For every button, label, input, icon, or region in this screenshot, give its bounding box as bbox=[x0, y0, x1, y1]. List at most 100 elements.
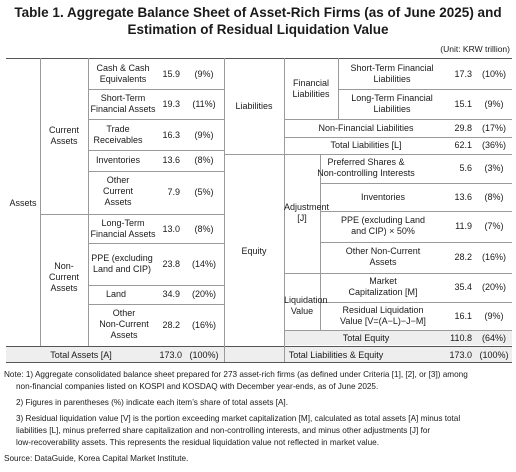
preferred-shares-label: Preferred Shares & Non-controlling Intere… bbox=[317, 157, 415, 178]
adjustment-inventories-label: Inventories bbox=[360, 192, 406, 202]
trade-receivables-share: (9%) bbox=[194, 130, 214, 140]
adjustment-label: Adjustment [J] bbox=[284, 202, 330, 223]
rule bbox=[88, 150, 224, 151]
note-3-line-3: low-recoverability assets. This represen… bbox=[16, 438, 380, 447]
rule bbox=[338, 58, 339, 119]
long-term-financial-assets-value: 13.0 bbox=[162, 224, 180, 234]
long-term-financial-assets-label: Long-Term Financial Assets bbox=[90, 218, 156, 239]
total-liabilities-value: 62.1 bbox=[454, 140, 472, 150]
market-cap-label: Market Capitalization [M] bbox=[348, 276, 418, 297]
residual-liquidation-value-share: (9%) bbox=[484, 311, 504, 321]
adjustment-ppe-share: (7%) bbox=[484, 221, 504, 231]
rule bbox=[88, 243, 224, 244]
inventories-share: (8%) bbox=[194, 155, 214, 165]
rule bbox=[40, 58, 41, 346]
rule bbox=[320, 302, 512, 303]
market-cap-share: (20%) bbox=[481, 282, 506, 292]
cash-equivalents-label: Cash & Cash Equivalents bbox=[96, 63, 150, 84]
cash-equivalents-value: 15.9 bbox=[162, 69, 180, 79]
land-value: 34.9 bbox=[162, 289, 180, 299]
preferred-shares-share: (3%) bbox=[484, 163, 504, 173]
total-equity-label: Total Equity bbox=[342, 333, 390, 343]
non-financial-liabilities-value: 29.8 bbox=[454, 123, 472, 133]
adjustment-ppe-value: 11.9 bbox=[455, 221, 472, 231]
rule bbox=[284, 330, 512, 331]
short-term-financial-liabilities-label: Short-Term Financial Liabilities bbox=[350, 63, 434, 84]
long-term-financial-liabilities-label: Long-Term Financial Liabilities bbox=[351, 93, 433, 114]
market-cap-value: 35.4 bbox=[454, 282, 472, 292]
rule bbox=[320, 154, 321, 330]
equity-label: Equity bbox=[241, 246, 267, 256]
long-term-financial-assets-share: (8%) bbox=[194, 224, 214, 234]
total-assets-label: Total Assets [A] bbox=[50, 350, 112, 360]
ppe-value: 23.8 bbox=[162, 259, 180, 269]
rule bbox=[40, 214, 224, 215]
rule bbox=[88, 304, 224, 305]
total-liabilities-equity-value: 173.0 bbox=[449, 350, 472, 360]
other-current-assets-value: 7.9 bbox=[167, 187, 180, 197]
note-1-line-2: non-financial companies listed on KOSPI … bbox=[16, 382, 379, 391]
total-assets-share: (100%) bbox=[189, 350, 219, 360]
source-line: Source: DataGuide, Korea Capital Market … bbox=[4, 454, 189, 463]
short-term-financial-liabilities-value: 17.3 bbox=[454, 69, 472, 79]
trade-receivables-label: Trade Receivables bbox=[93, 124, 143, 145]
adjustment-inventories-value: 13.6 bbox=[454, 192, 472, 202]
table-top-rule bbox=[6, 58, 512, 59]
total-equity-share: (64%) bbox=[481, 333, 506, 343]
non-current-assets-label: Non- Current Assets bbox=[48, 261, 79, 293]
adjustment-ppe-label: PPE (excluding Land and CIP) × 50% bbox=[340, 215, 426, 236]
note-2: 2) Figures in parentheses (%) indicate e… bbox=[16, 398, 288, 407]
adjustment-inventories-share: (8%) bbox=[484, 192, 504, 202]
preferred-shares-value: 5.6 bbox=[459, 163, 472, 173]
other-current-assets-share: (5%) bbox=[194, 187, 214, 197]
rule bbox=[320, 242, 512, 243]
total-equity-value: 110.8 bbox=[450, 333, 472, 343]
table-title: Table 1. Aggregate Balance Sheet of Asse… bbox=[0, 4, 516, 38]
rule bbox=[320, 183, 512, 184]
short-term-financial-liabilities-share: (10%) bbox=[481, 69, 506, 79]
rule bbox=[88, 58, 89, 346]
liquidation-value-label: Liquidation Value bbox=[284, 295, 328, 316]
note-1-line-1: Note: 1) Aggregate consolidated balance … bbox=[4, 370, 468, 379]
inventories-label: Inventories bbox=[95, 155, 141, 165]
rule bbox=[88, 285, 224, 286]
title-line-2: Estimation of Residual Liquidation Value bbox=[127, 22, 389, 37]
rule bbox=[284, 119, 512, 120]
residual-liquidation-value-value: 16.1 bbox=[454, 311, 472, 321]
ppe-share: (14%) bbox=[191, 259, 216, 269]
table-bottom-rule bbox=[6, 362, 512, 363]
adjustment-other-value: 28.2 bbox=[454, 252, 472, 262]
liabilities-label: Liabilities bbox=[235, 101, 273, 111]
inventories-value: 13.6 bbox=[162, 155, 180, 165]
rule bbox=[88, 171, 224, 172]
short-term-financial-assets-value: 19.3 bbox=[162, 99, 180, 109]
other-non-current-assets-label: Other Non-Current Assets bbox=[99, 308, 149, 340]
rule bbox=[338, 89, 512, 90]
financial-liabilities-label: Financial Liabilities bbox=[292, 78, 330, 99]
short-term-financial-assets-share: (11%) bbox=[192, 99, 216, 109]
rule bbox=[284, 137, 512, 138]
cash-equivalents-share: (9%) bbox=[194, 69, 214, 79]
total-liabilities-equity-share: (100%) bbox=[479, 350, 509, 360]
total-assets-value: 173.0 bbox=[159, 350, 182, 360]
rule bbox=[88, 119, 224, 120]
non-financial-liabilities-label: Non-Financial Liabilities bbox=[318, 123, 414, 133]
note-3-line-2: liabilities [L], minus preferred share c… bbox=[16, 426, 431, 435]
total-liabilities-label: Total Liabilities [L] bbox=[330, 140, 402, 150]
land-share: (20%) bbox=[191, 289, 216, 299]
adjustment-other-share: (16%) bbox=[481, 252, 506, 262]
rule bbox=[224, 154, 512, 155]
adjustment-other-label: Other Non-Current Assets bbox=[345, 246, 421, 267]
other-non-current-assets-share: (16%) bbox=[191, 320, 216, 330]
ppe-label: PPE (excluding Land and CIP) bbox=[91, 253, 153, 274]
rule bbox=[320, 211, 512, 212]
non-financial-liabilities-share: (17%) bbox=[481, 123, 506, 133]
title-line-1: Table 1. Aggregate Balance Sheet of Asse… bbox=[14, 5, 502, 20]
grand-total-shade bbox=[6, 347, 512, 362]
rule bbox=[284, 58, 285, 362]
total-liabilities-equity-label: Total Liabilities & Equity bbox=[288, 350, 384, 360]
center-divider bbox=[224, 58, 225, 362]
other-non-current-assets-value: 28.2 bbox=[162, 320, 180, 330]
land-label: Land bbox=[105, 289, 127, 299]
